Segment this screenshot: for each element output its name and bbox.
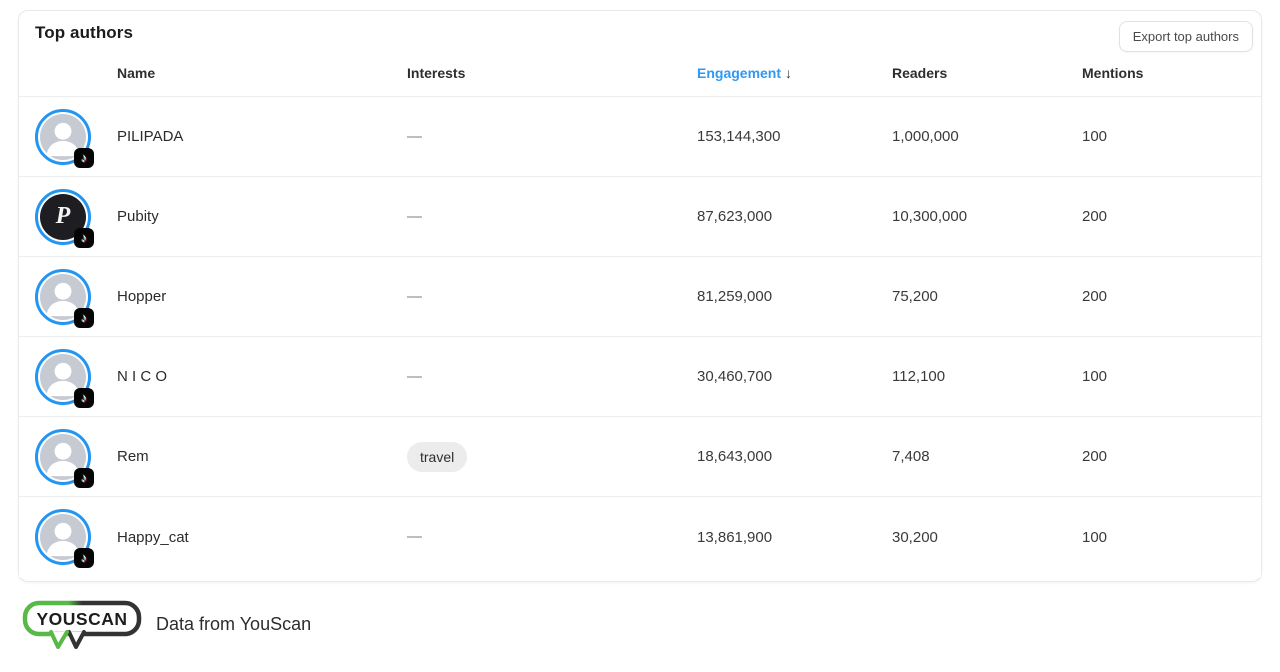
avatar[interactable]: ♪ bbox=[35, 348, 94, 408]
mentions-value: 100 bbox=[1082, 368, 1108, 385]
avatar-cell: ♪ bbox=[35, 509, 117, 568]
export-top-authors-button[interactable]: Export top authors bbox=[1118, 21, 1253, 52]
avatar-ring bbox=[35, 348, 91, 405]
avatar-ring bbox=[35, 509, 91, 565]
author-name[interactable]: Happy_cat bbox=[117, 528, 189, 546]
avatar-image bbox=[40, 113, 86, 160]
readers-value: 75,200 bbox=[892, 288, 938, 305]
readers-value: 10,300,000 bbox=[892, 208, 968, 225]
top-authors-card: Top authors Export top authors Name Inte… bbox=[18, 10, 1262, 582]
avatar[interactable]: ♪ bbox=[35, 268, 94, 328]
avatar-cell: ♪ bbox=[35, 108, 117, 168]
avatar-image bbox=[40, 514, 86, 560]
tiktok-icon: ♪ bbox=[74, 467, 94, 488]
readers-value: 1,000,000 bbox=[892, 128, 959, 145]
author-interests: — bbox=[407, 128, 697, 146]
table-row[interactable]: ♪ Happy_cat — 13,861,900 30,200 100 bbox=[19, 497, 1261, 577]
author-name[interactable]: PILIPADA bbox=[117, 128, 184, 145]
interest-tag: travel bbox=[407, 441, 468, 472]
mentions-value: 100 bbox=[1082, 528, 1108, 546]
readers-value: 7,408 bbox=[892, 448, 930, 465]
author-interests: — bbox=[407, 368, 697, 386]
engagement-value: 13,861,900 bbox=[697, 528, 773, 546]
author-name[interactable]: Pubity bbox=[117, 208, 159, 225]
avatar-ring bbox=[35, 108, 91, 165]
table-row[interactable]: ♪ N I C O — 30,460,700 112,100 100 bbox=[19, 337, 1261, 417]
column-header-name[interactable]: Name bbox=[117, 64, 156, 81]
author-name[interactable]: Hopper bbox=[117, 288, 167, 305]
card-title: Top authors bbox=[35, 23, 134, 42]
column-header-engagement[interactable]: Engagement ↓ bbox=[697, 65, 892, 81]
author-name[interactable]: Rem bbox=[117, 448, 149, 465]
readers-value: 30,200 bbox=[892, 528, 938, 546]
no-interests-dash: — bbox=[407, 287, 422, 305]
column-header-interests[interactable]: Interests bbox=[407, 64, 466, 81]
avatar-cell: ♪ bbox=[35, 428, 117, 488]
no-interests-dash: — bbox=[407, 127, 422, 145]
mentions-value: 100 bbox=[1082, 128, 1108, 145]
tiktok-icon: ♪ bbox=[74, 147, 94, 168]
footer: YOUSCAN Data from YouScan bbox=[18, 598, 311, 650]
author-interests: — bbox=[407, 288, 697, 306]
engagement-value: 18,643,000 bbox=[697, 448, 773, 465]
column-header-engagement-label: Engagement bbox=[697, 64, 782, 81]
engagement-value: 87,623,000 bbox=[697, 208, 773, 225]
avatar[interactable]: ♪ bbox=[35, 509, 94, 568]
youscan-logo: YOUSCAN bbox=[22, 600, 142, 649]
avatar[interactable]: ♪ bbox=[35, 428, 94, 488]
engagement-value: 153,144,300 bbox=[697, 128, 781, 145]
tiktok-icon: ♪ bbox=[74, 548, 94, 568]
avatar-cell: ♪ bbox=[35, 348, 117, 408]
engagement-value: 30,460,700 bbox=[697, 368, 773, 385]
table-row[interactable]: ♪ PILIPADA — 153,144,300 1,000,000 100 bbox=[19, 97, 1261, 177]
tiktok-icon: ♪ bbox=[74, 307, 94, 328]
avatar[interactable]: P ♪ bbox=[35, 188, 94, 248]
author-name[interactable]: N I C O bbox=[117, 368, 168, 385]
table-body: ♪ PILIPADA — 153,144,300 1,000,000 100 P… bbox=[19, 97, 1261, 577]
column-header-mentions[interactable]: Mentions bbox=[1082, 64, 1144, 81]
no-interests-dash: — bbox=[407, 528, 422, 545]
tiktok-icon: ♪ bbox=[74, 227, 94, 248]
table-row[interactable]: ♪ Rem travel 18,643,000 7,408 200 bbox=[19, 417, 1261, 497]
mentions-value: 200 bbox=[1082, 288, 1108, 305]
table-row[interactable]: ♪ Hopper — 81,259,000 75,200 200 bbox=[19, 257, 1261, 337]
column-header-readers[interactable]: Readers bbox=[892, 64, 948, 81]
sort-descending-arrow-icon: ↓ bbox=[785, 64, 793, 81]
author-interests: — bbox=[407, 208, 697, 226]
tiktok-icon: ♪ bbox=[74, 387, 94, 408]
avatar-cell: P ♪ bbox=[35, 188, 117, 248]
avatar-ring bbox=[35, 268, 91, 325]
author-interests: — bbox=[407, 528, 697, 546]
avatar[interactable]: ♪ bbox=[35, 108, 94, 168]
avatar-cell: ♪ bbox=[35, 268, 117, 328]
attribution-text: Data from YouScan bbox=[156, 613, 312, 634]
mentions-value: 200 bbox=[1082, 448, 1108, 465]
no-interests-dash: — bbox=[407, 207, 422, 225]
engagement-value: 81,259,000 bbox=[697, 288, 773, 305]
table-header-row: Name Interests Engagement ↓ Readers Menti… bbox=[19, 49, 1261, 97]
no-interests-dash: — bbox=[407, 367, 422, 385]
youscan-logo-text: YOUSCAN bbox=[36, 609, 127, 629]
table-row[interactable]: P ♪ Pubity — 87,623,000 10,300,000 200 bbox=[19, 177, 1261, 257]
author-interests: travel bbox=[407, 441, 697, 472]
readers-value: 112,100 bbox=[892, 368, 946, 385]
mentions-value: 200 bbox=[1082, 208, 1108, 225]
avatar-ring bbox=[35, 428, 91, 485]
